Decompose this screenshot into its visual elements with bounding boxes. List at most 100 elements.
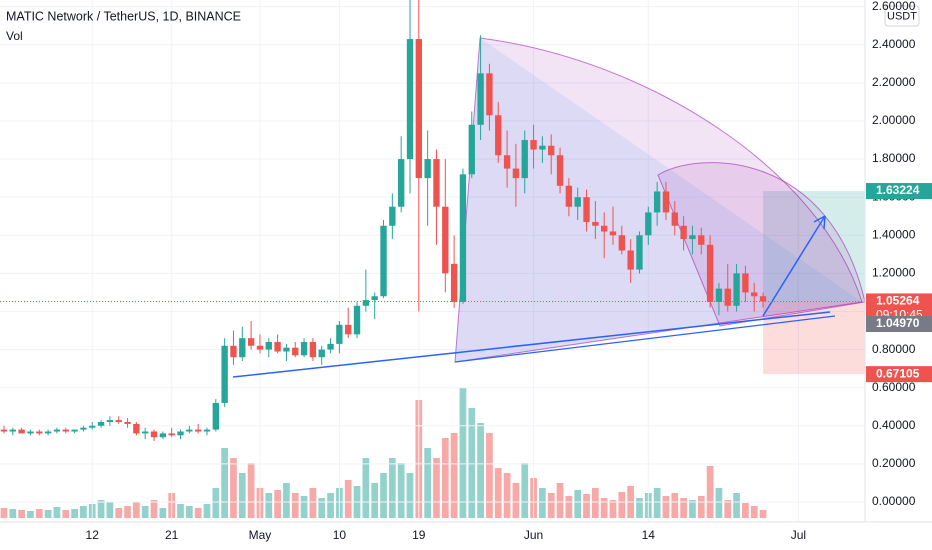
volume-bar — [327, 493, 334, 518]
volume-bar — [221, 448, 228, 518]
candle-body — [706, 244, 714, 302]
candle-body — [592, 221, 599, 226]
candle-body — [680, 225, 687, 240]
volume-bar — [441, 438, 449, 518]
volume-bar — [671, 493, 679, 518]
volume-bar — [450, 433, 458, 518]
volume-bar — [185, 506, 193, 518]
candle-body — [512, 168, 520, 179]
candle-body — [397, 159, 405, 207]
candle-body — [194, 429, 202, 432]
y-tick-label: 2.60000 — [872, 0, 916, 13]
candle-body — [62, 429, 69, 432]
volume-bar — [247, 463, 255, 518]
volume-bar — [71, 509, 78, 518]
stop-label-bg — [866, 366, 932, 383]
candle-body — [0, 429, 8, 432]
volume-bar — [106, 502, 114, 518]
candle-body — [362, 300, 370, 306]
y-tick-label: 2.20000 — [872, 75, 916, 89]
volume-bar — [150, 500, 158, 518]
candle-body — [565, 185, 573, 207]
volume-bar — [574, 490, 582, 518]
volume-bar — [300, 496, 308, 518]
candle-body — [380, 225, 387, 297]
volume-bar — [750, 506, 758, 518]
x-tick-label: 10 — [333, 528, 347, 542]
candle-body — [751, 292, 758, 297]
entry-label-bg — [866, 316, 932, 333]
candle-body — [318, 349, 325, 358]
volume-bar — [274, 490, 281, 518]
volume-bar — [362, 458, 370, 518]
candle-body — [733, 273, 740, 306]
candle-body — [609, 231, 617, 236]
volume-bar — [477, 423, 484, 518]
candle-body — [159, 433, 167, 438]
candle-body — [653, 191, 661, 213]
volume-bar — [733, 493, 740, 518]
candle-body — [521, 140, 528, 179]
candle-body — [459, 174, 467, 302]
candle-body — [177, 431, 184, 436]
volume-bar — [406, 473, 414, 518]
candle-body — [530, 140, 537, 150]
x-tick-label: Jun — [524, 528, 543, 542]
candle-body — [203, 429, 211, 432]
currency-box[interactable] — [884, 5, 920, 27]
volume-bar — [521, 463, 529, 518]
volume-bar — [742, 503, 749, 518]
volume-bar — [309, 488, 317, 518]
axes — [0, 0, 932, 523]
candle-body — [759, 296, 767, 302]
volume-bar — [133, 502, 140, 518]
candle-body — [150, 431, 158, 438]
candle-body — [186, 429, 193, 432]
candle-body — [292, 347, 299, 356]
volume-bar — [689, 500, 696, 518]
candle-body — [265, 341, 272, 350]
candle-body — [336, 324, 343, 344]
stop-label: 0.67105 — [876, 366, 920, 380]
candle-body — [742, 273, 749, 293]
currency: USDT — [887, 10, 917, 22]
y-tick-label: 2.00000 — [872, 113, 916, 127]
candle-body — [371, 296, 378, 301]
candle-body — [71, 429, 78, 432]
arrow — [762, 215, 826, 317]
volume-layer — [0, 388, 767, 518]
candle-body — [133, 423, 140, 434]
candle-body — [698, 235, 705, 245]
chart-title: MATIC Network / TetherUS, 1D, BINANCE — [6, 9, 241, 23]
candle-body — [115, 420, 122, 422]
volume-bar — [283, 483, 290, 518]
volume-bar — [177, 504, 184, 518]
candle-body — [486, 73, 493, 116]
candle-body — [406, 39, 414, 160]
candle-body — [97, 421, 105, 426]
volume-bar — [194, 508, 202, 518]
y-tick-label: 1.40000 — [872, 227, 916, 241]
y-tick-label: 1.20000 — [872, 266, 916, 280]
y-tick-label: 2.40000 — [872, 37, 916, 51]
volume-bar — [0, 508, 8, 518]
volume-bar — [238, 473, 246, 518]
candle-body — [221, 345, 228, 403]
candle-body — [468, 124, 475, 175]
volume-bar — [662, 496, 670, 518]
candle-body — [18, 429, 25, 434]
x-tick-label: May — [249, 528, 272, 542]
candle-body — [715, 288, 723, 302]
candle-body — [309, 341, 317, 358]
candle-body — [627, 250, 634, 270]
volume-bar — [724, 500, 732, 518]
candle-body — [433, 159, 440, 207]
x-tick-label: 14 — [642, 528, 656, 542]
candle-body — [618, 235, 626, 251]
candle-body — [724, 288, 731, 306]
volume-bar — [371, 483, 379, 518]
candle-body — [636, 235, 643, 270]
volume-bar — [318, 498, 326, 518]
candle-body — [53, 429, 61, 432]
